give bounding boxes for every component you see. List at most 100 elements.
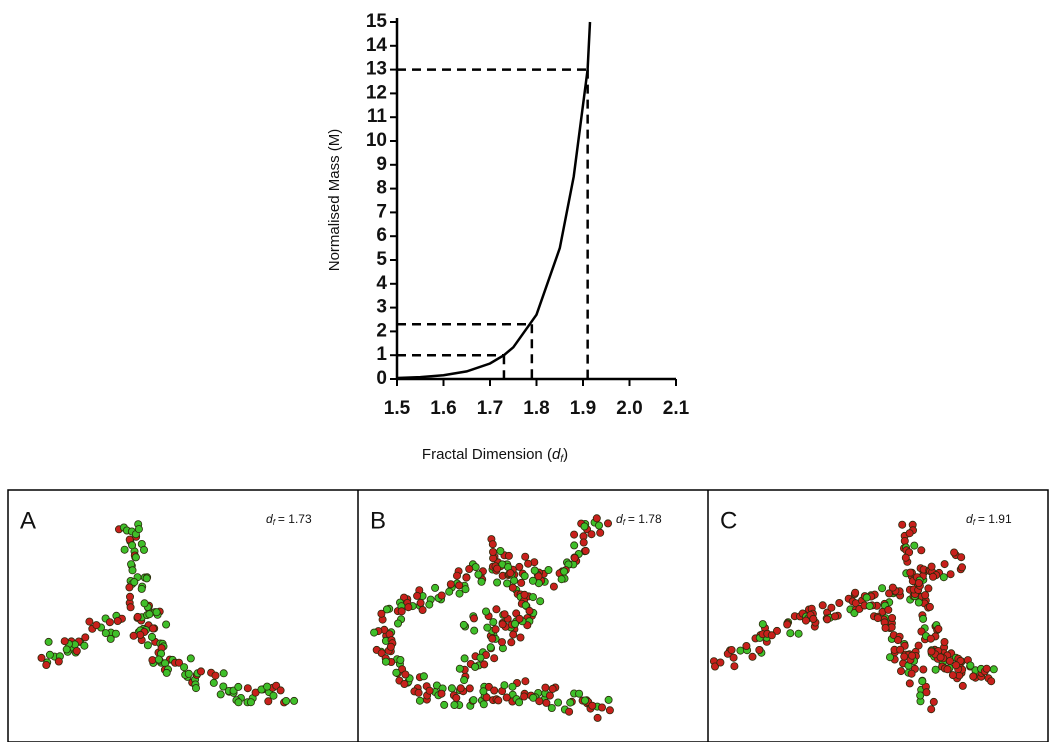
particle bbox=[898, 520, 907, 529]
particle bbox=[917, 546, 926, 555]
particle bbox=[581, 696, 590, 705]
particle bbox=[139, 545, 148, 554]
particle bbox=[989, 665, 998, 674]
panel-frame bbox=[7, 489, 1049, 742]
particle bbox=[924, 584, 933, 593]
particle bbox=[918, 677, 927, 686]
particle bbox=[471, 563, 480, 572]
particle bbox=[862, 593, 871, 602]
particle bbox=[133, 612, 142, 621]
particle bbox=[520, 572, 529, 581]
particle bbox=[544, 566, 553, 575]
df-sub: f bbox=[973, 518, 976, 527]
particle bbox=[162, 668, 171, 677]
particle bbox=[148, 624, 157, 633]
x-tick-label: 1.7 bbox=[477, 398, 503, 419]
particle bbox=[106, 634, 115, 643]
particle bbox=[145, 610, 154, 619]
curve bbox=[396, 21, 592, 380]
particle bbox=[570, 530, 579, 539]
particle bbox=[736, 646, 745, 655]
y-tick-label: 1 bbox=[376, 344, 387, 365]
particle bbox=[126, 603, 135, 612]
particle bbox=[480, 660, 489, 669]
particle bbox=[958, 681, 967, 690]
particle bbox=[958, 563, 967, 572]
particle bbox=[502, 693, 511, 702]
particle bbox=[45, 650, 54, 659]
aggregate bbox=[37, 520, 299, 707]
particle bbox=[455, 581, 464, 590]
particle bbox=[587, 530, 596, 539]
particle bbox=[269, 691, 278, 700]
particle bbox=[794, 629, 803, 638]
particle bbox=[580, 522, 589, 531]
particle bbox=[489, 618, 498, 627]
particle bbox=[490, 654, 499, 663]
particle bbox=[801, 616, 810, 625]
df-value: = 1.91 bbox=[978, 512, 1012, 526]
particle bbox=[130, 578, 139, 587]
particle bbox=[916, 691, 925, 700]
particle bbox=[128, 566, 137, 575]
y-tick-label: 0 bbox=[376, 368, 387, 389]
particle bbox=[716, 658, 725, 667]
particle bbox=[447, 684, 456, 693]
aggregate bbox=[370, 514, 614, 722]
particle bbox=[494, 696, 503, 705]
particle bbox=[952, 661, 961, 670]
particle bbox=[211, 671, 220, 680]
particle bbox=[396, 656, 405, 665]
particle bbox=[905, 679, 914, 688]
y-tick-label: 14 bbox=[366, 35, 388, 56]
particle bbox=[497, 638, 506, 647]
particle bbox=[81, 633, 90, 642]
y-tick-label: 9 bbox=[376, 154, 387, 175]
particle bbox=[419, 672, 428, 681]
particle bbox=[474, 570, 483, 579]
particle bbox=[452, 693, 461, 702]
particle bbox=[377, 609, 386, 618]
particle bbox=[516, 633, 525, 642]
particle bbox=[575, 689, 584, 698]
particle bbox=[957, 553, 966, 562]
particle bbox=[888, 583, 897, 592]
particle bbox=[243, 684, 252, 693]
y-tick-label: 4 bbox=[376, 273, 387, 294]
particle bbox=[162, 620, 171, 629]
particle bbox=[515, 614, 524, 623]
particle bbox=[521, 677, 530, 686]
particle bbox=[931, 665, 940, 674]
particle bbox=[950, 548, 959, 557]
particle bbox=[492, 605, 501, 614]
y-tick-label: 13 bbox=[366, 59, 387, 80]
particle bbox=[483, 623, 492, 632]
particle bbox=[545, 691, 554, 700]
particle bbox=[72, 647, 81, 656]
particle bbox=[851, 588, 860, 597]
particle bbox=[748, 652, 757, 661]
particle bbox=[730, 662, 739, 671]
particle bbox=[897, 667, 906, 676]
x-label-var: d bbox=[552, 446, 561, 463]
particle bbox=[727, 646, 736, 655]
particle bbox=[476, 653, 485, 662]
particle bbox=[126, 592, 135, 601]
particle bbox=[445, 587, 454, 596]
particle bbox=[381, 657, 390, 666]
y-tick-label: 15 bbox=[366, 11, 388, 32]
particle bbox=[818, 601, 827, 610]
particle bbox=[431, 583, 440, 592]
particle bbox=[767, 631, 776, 640]
particle bbox=[481, 607, 490, 616]
particle bbox=[921, 591, 930, 600]
particle bbox=[906, 568, 915, 577]
df-symbol: d bbox=[616, 512, 623, 526]
particle bbox=[446, 580, 455, 589]
particle bbox=[460, 654, 469, 663]
particle bbox=[919, 614, 928, 623]
particle bbox=[404, 603, 413, 612]
particle bbox=[154, 655, 163, 664]
particle bbox=[548, 684, 557, 693]
